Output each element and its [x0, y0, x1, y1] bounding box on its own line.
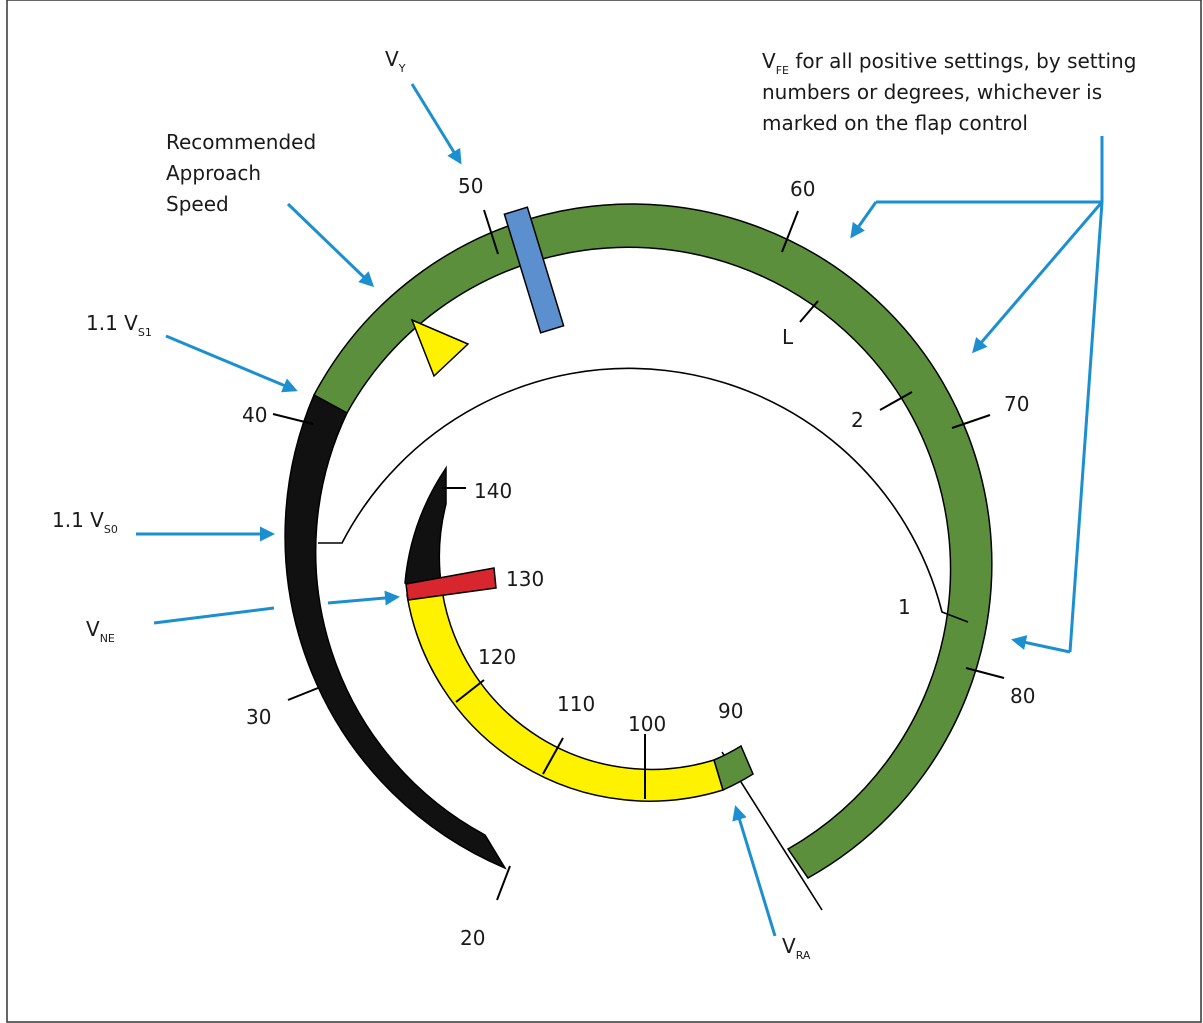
inner-ticks [442, 487, 646, 799]
recommended-label-line1: Recommended [166, 130, 316, 154]
label-90: 90 [718, 699, 743, 723]
vy-arrow [410, 83, 462, 165]
flap-ticks [799, 300, 913, 411]
vs1-label: 1.1 VS1 [86, 311, 152, 339]
label-20: 20 [460, 926, 485, 950]
flap-label-L: L [782, 325, 794, 349]
diagram-frame [6, 0, 1202, 1023]
vra-label: VRA [782, 934, 811, 962]
vne-label: VNE [86, 617, 115, 645]
vra-arrow [732, 805, 777, 937]
label-120: 120 [478, 645, 516, 669]
recommended-arrow [286, 202, 375, 288]
recommended-label-line2: Approach [166, 161, 261, 185]
outer-green-arc [312, 203, 993, 879]
label-130: 130 [506, 567, 544, 591]
vy-marker [503, 206, 565, 334]
vfe-arrows [850, 136, 1104, 654]
label-70: 70 [1004, 392, 1029, 416]
outer-black-arc [284, 393, 507, 870]
vne-arrow-right [327, 590, 400, 606]
label-100: 100 [628, 712, 666, 736]
label-30: 30 [246, 705, 271, 729]
recommended-label-line3: Speed [166, 192, 229, 216]
vfe-label-line3: marked on the flap control [762, 111, 1028, 135]
label-40: 40 [242, 403, 267, 427]
label-60: 60 [790, 177, 815, 201]
label-110: 110 [557, 692, 595, 716]
vs0-label: 1.1 VS0 [52, 508, 118, 536]
flap-label-2: 2 [851, 408, 864, 432]
outer-ticks [272, 209, 1005, 901]
inner-green-segment [713, 744, 754, 792]
inner-black-arc [404, 465, 447, 591]
vne-red-line [405, 567, 497, 601]
vy-label: VY [385, 47, 406, 75]
label-140: 140 [474, 479, 512, 503]
flap-arc [318, 367, 969, 623]
flap-label-1: 1 [898, 595, 911, 619]
approach-triangle [410, 318, 470, 378]
vne-arrow-left [153, 606, 275, 625]
vfe-label-line1: VFE for all positive settings, by settin… [762, 49, 1136, 77]
label-50: 50 [458, 174, 483, 198]
vfe-label-line2: numbers or degrees, whichever is [762, 80, 1102, 104]
label-80: 80 [1010, 684, 1035, 708]
vs1-arrow [165, 334, 298, 393]
